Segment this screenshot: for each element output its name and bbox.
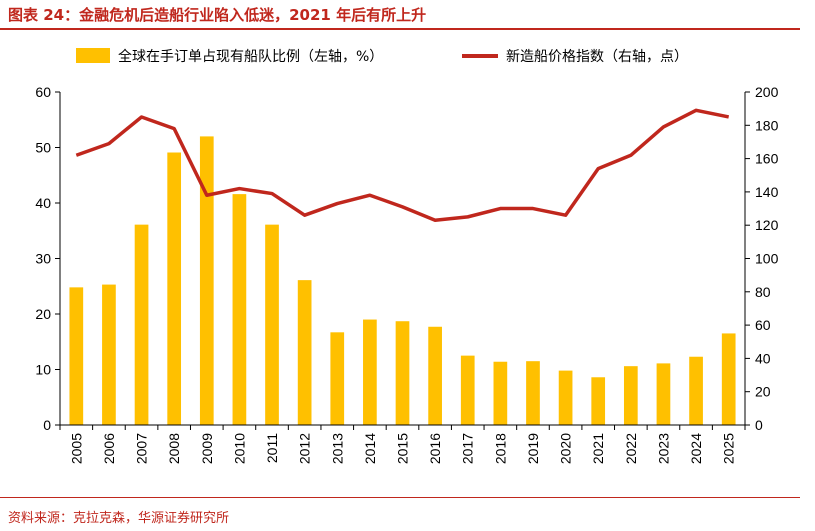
right-tick-label: 60 <box>755 317 771 333</box>
legend-bar-label: 全球在手订单占现有船队比例（左轴，%） <box>118 48 383 65</box>
right-tick-label: 100 <box>755 251 779 267</box>
title-rule <box>0 28 800 30</box>
bar-2024 <box>689 356 703 425</box>
x-tick-label: 2011 <box>264 433 280 463</box>
x-tick-label: 2015 <box>395 433 411 464</box>
x-tick-label: 2018 <box>492 433 508 464</box>
x-tick-label: 2019 <box>525 433 541 464</box>
bar-2021 <box>591 377 606 425</box>
bar-2017 <box>460 355 475 426</box>
legend-line-label: 新造船价格指数（右轴，点） <box>506 49 688 65</box>
x-tick-label: 2008 <box>166 433 182 464</box>
x-tick-label: 2010 <box>231 433 247 464</box>
bar-2020 <box>558 370 573 425</box>
bar-2010 <box>232 194 247 425</box>
bar-2013 <box>330 332 345 425</box>
bar-2005 <box>69 287 84 425</box>
right-tick-label: 20 <box>755 384 771 400</box>
right-tick-label: 120 <box>755 217 779 233</box>
right-tick-label: 40 <box>755 350 771 366</box>
x-tick-label: 2012 <box>297 433 313 464</box>
bar-2025 <box>721 333 736 425</box>
x-tick-label: 2022 <box>623 433 639 464</box>
legend-bar-swatch <box>76 48 110 63</box>
x-tick-label: 2020 <box>558 433 574 464</box>
x-tick-label: 2014 <box>362 433 378 464</box>
source-note: 资料来源：克拉克森，华源证券研究所 <box>8 511 230 526</box>
legend: 全球在手订单占现有船队比例（左轴，%） 新造船价格指数（右轴，点） <box>76 48 688 65</box>
left-tick-label: 40 <box>35 195 51 211</box>
bar-2019 <box>526 361 540 425</box>
bar-2008 <box>167 152 182 425</box>
bar-2022 <box>623 366 638 425</box>
x-tick-label: 2017 <box>460 433 476 464</box>
x-tick-label: 2009 <box>199 433 215 464</box>
bar-2011 <box>265 224 279 425</box>
left-tick-label: 20 <box>35 306 51 322</box>
line-group <box>75 108 730 222</box>
right-tick-label: 140 <box>755 184 779 200</box>
source-rule <box>0 497 800 498</box>
x-tick-label: 2006 <box>101 433 117 464</box>
right-tick-label: 80 <box>755 284 771 300</box>
left-tick-label: 50 <box>35 140 51 156</box>
right-tick-label: 0 <box>755 417 763 433</box>
x-tick-label: 2007 <box>134 433 150 464</box>
chart-title: 图表 24：金融危机后造船行业陷入低迷，2021 年后有所上升 <box>8 6 427 24</box>
bar-2007 <box>134 224 149 425</box>
chart-canvas: 全球在手订单占现有船队比例（左轴，%） 新造船价格指数（右轴，点） 0 10 20 3… <box>35 48 779 464</box>
x-tick-label: 2005 <box>68 433 84 464</box>
bar-2006 <box>102 284 116 425</box>
left-tick-label: 30 <box>35 251 51 267</box>
x-tick-label: 2023 <box>655 433 671 464</box>
x-tick-label: 2025 <box>721 433 737 464</box>
left-tick-label: 0 <box>43 417 51 433</box>
bar-2012 <box>297 280 312 425</box>
left-axis-ticks: 0 10 20 30 40 50 60 <box>35 84 60 433</box>
left-tick-label: 10 <box>35 362 51 378</box>
bars-group <box>69 136 736 426</box>
x-tick-label: 2024 <box>688 433 704 464</box>
x-tick-label: 2013 <box>329 433 345 464</box>
x-axis-ticks: 2005 2006 2007 2008 2009 2010 2011 2012 2013 2014… <box>59 425 746 464</box>
bar-2015 <box>395 321 410 425</box>
bar-2009 <box>199 136 214 425</box>
right-tick-label: 160 <box>755 151 779 167</box>
x-tick-label: 2021 <box>590 433 606 464</box>
right-axis-ticks: 0 20 40 60 80 100 120 140 160 180 200 <box>745 84 779 433</box>
bar-2014 <box>363 319 377 425</box>
right-tick-label: 180 <box>755 117 779 133</box>
bar-2023 <box>656 363 671 425</box>
x-tick-label: 2016 <box>427 433 443 464</box>
bar-2018 <box>493 361 508 425</box>
right-tick-label: 200 <box>755 84 779 100</box>
left-tick-label: 60 <box>35 84 51 100</box>
bar-2016 <box>428 326 442 425</box>
